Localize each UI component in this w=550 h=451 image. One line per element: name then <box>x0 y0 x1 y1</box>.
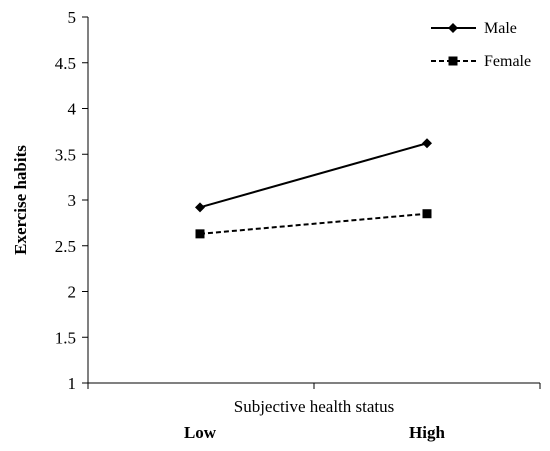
legend-label: Female <box>484 53 531 70</box>
data-point <box>422 209 432 219</box>
legend-marker <box>448 56 458 66</box>
data-point <box>195 229 205 239</box>
x-category-label: High <box>409 423 445 442</box>
series-line <box>199 142 428 209</box>
legend: Male Female <box>431 20 531 70</box>
y-tick-label: 5 <box>68 8 77 27</box>
y-tick-label: 3 <box>68 191 77 210</box>
series-male <box>195 138 432 213</box>
series-line <box>199 212 428 235</box>
axes <box>87 17 540 384</box>
x-axis-ticks: Low High <box>87 383 541 442</box>
y-tick-label: 4 <box>68 100 77 119</box>
y-tick-label: 2.5 <box>55 237 76 256</box>
y-axis-ticks: 1 1.5 2 2.5 3 3.5 4 4.5 5 <box>55 8 88 393</box>
series-layer <box>195 138 432 239</box>
y-tick-label: 3.5 <box>55 145 76 164</box>
data-point <box>195 202 205 213</box>
y-tick-label: 4.5 <box>55 54 76 73</box>
series-female <box>195 209 432 239</box>
y-axis-label: Exercise habits <box>11 145 30 255</box>
legend-label: Male <box>484 20 517 37</box>
data-point <box>422 138 432 149</box>
x-axis-label: Subjective health status <box>234 397 395 416</box>
legend-item: Male <box>431 20 517 37</box>
legend-marker <box>448 23 458 33</box>
x-category-label: Low <box>184 423 217 442</box>
y-tick-label: 2 <box>68 283 77 302</box>
legend-item: Female <box>431 53 531 70</box>
y-tick-label: 1.5 <box>55 328 76 347</box>
y-tick-label: 1 <box>68 374 77 393</box>
